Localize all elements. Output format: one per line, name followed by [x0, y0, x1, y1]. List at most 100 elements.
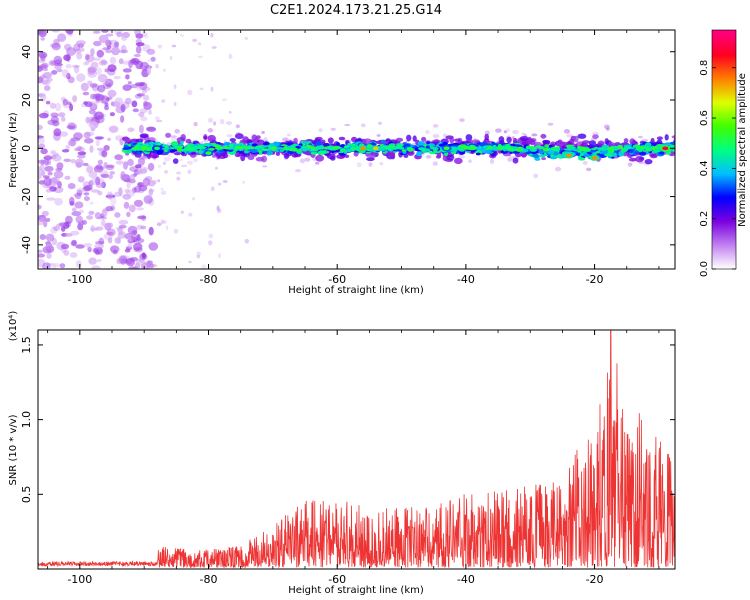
- colorbar-step: [712, 81, 736, 85]
- spectrogram-cell: [604, 153, 612, 157]
- spectrogram-cell: [595, 150, 601, 154]
- spectrogram-cell: [521, 132, 526, 135]
- spectrogram-cell: [137, 215, 147, 220]
- spectrogram-cell: [107, 222, 114, 228]
- spectrogram-cell: [229, 138, 236, 142]
- spectrogram-cell: [574, 152, 581, 156]
- spectrogram-cell: [180, 140, 184, 145]
- y-tick-label: 1.5: [20, 336, 33, 354]
- colorbar-tick-label: 0.0: [699, 261, 710, 277]
- spectrogram-cell: [76, 145, 83, 151]
- spectrogram-cell: [147, 59, 151, 63]
- spectrogram-cell: [74, 201, 84, 209]
- spectrogram-cell: [72, 95, 77, 103]
- spectrogram-cell: [285, 142, 293, 145]
- spectrogram-cell: [406, 147, 415, 151]
- colorbar-step: [712, 157, 736, 161]
- spectrogram-cell: [669, 141, 675, 145]
- spectrogram-cell: [449, 137, 455, 144]
- spectrogram-cell: [147, 162, 155, 172]
- spectrogram-cell: [432, 147, 439, 151]
- spectrogram-cell: [519, 136, 529, 141]
- spectrogram-cell: [40, 75, 49, 85]
- spectrogram-cell: [527, 138, 533, 145]
- spectrogram-cell: [638, 151, 647, 156]
- spectrogram-cell: [555, 147, 561, 152]
- spectrogram-cell: [70, 159, 76, 164]
- spectrogram-cell: [160, 190, 167, 195]
- spectrogram-cell: [75, 158, 84, 168]
- spectrogram-cell: [148, 109, 152, 115]
- spectrogram-cell: [122, 84, 132, 91]
- spectrogram-cell: [299, 158, 305, 164]
- spectrogram-cell: [644, 142, 652, 148]
- spectrogram-cell: [83, 184, 93, 191]
- spectrogram-cell: [540, 133, 547, 139]
- spectrogram-cell: [38, 76, 44, 84]
- spectrogram-cell: [369, 154, 377, 158]
- spectrogram-cell: [88, 210, 95, 215]
- spectrogram-cell: [123, 161, 128, 170]
- spectrogram-cell: [42, 262, 51, 269]
- colorbar-step: [712, 231, 736, 234]
- spectrogram-cell: [142, 177, 150, 187]
- spectrogram-cell: [76, 40, 86, 46]
- spectrogram-cell: [140, 225, 147, 230]
- spectrogram-cell: [360, 123, 366, 128]
- spectrogram-cell: [638, 135, 643, 139]
- spectrogram-cell: [127, 242, 133, 249]
- spectrogram-cell: [531, 133, 538, 137]
- spectrogram-cell: [95, 67, 102, 75]
- spectrogram-cell: [62, 98, 68, 106]
- spectrogram-cell: [40, 159, 45, 166]
- spectrogram-cell: [61, 149, 70, 153]
- spectrogram-cell: [148, 242, 159, 251]
- spectrogram-cell: [220, 118, 225, 125]
- spectrogram-cell: [82, 91, 90, 96]
- spectrogram-cell: [45, 242, 53, 250]
- spectrogram-cell: [207, 134, 216, 142]
- spectrogram-cell: [86, 131, 95, 137]
- spectrogram-cell: [38, 258, 46, 268]
- spectrogram-cell: [58, 222, 67, 227]
- spectrogram-cell: [84, 101, 93, 108]
- spectrogram-cell: [175, 171, 182, 175]
- colorbar-step: [712, 135, 736, 139]
- colorbar-step: [712, 73, 736, 77]
- spectrogram-cell: [497, 145, 505, 149]
- spectrogram-cell: [235, 124, 240, 129]
- colorbar-step: [712, 225, 736, 228]
- spectrogram-cell: [41, 62, 49, 69]
- spectrogram-cell: [101, 150, 108, 158]
- spectrogram-cell: [49, 177, 58, 187]
- colorbar-step: [712, 237, 736, 240]
- spectrogram-cell: [149, 188, 155, 193]
- spectrogram-cell: [272, 141, 280, 147]
- spectrogram-cell: [128, 237, 134, 242]
- spectrogram-cell: [38, 112, 49, 119]
- figure-title: C2E1.2024.173.21.25.G14: [270, 3, 442, 18]
- spectrogram-cell: [153, 180, 157, 185]
- spectrogram-cell: [432, 161, 438, 166]
- spectrogram-cell: [588, 140, 597, 146]
- spectrogram-cell: [125, 138, 131, 142]
- spectrogram-cell: [234, 145, 243, 150]
- spectrogram-cell: [127, 158, 134, 167]
- spectrogram-cell: [198, 55, 203, 58]
- colorbar-step: [712, 113, 736, 117]
- spectrogram-cell: [676, 143, 680, 148]
- spectrogram-cell: [395, 137, 404, 142]
- spectrogram-cell: [583, 153, 590, 158]
- spectrogram-cell: [259, 146, 265, 149]
- spectrogram-cell: [148, 198, 155, 206]
- spectrogram-cell: [180, 210, 184, 214]
- spectrogram-cell: [165, 132, 172, 138]
- spectrogram-cell: [122, 68, 132, 73]
- spectrogram-cell: [226, 134, 233, 138]
- spectrogram-cell: [197, 145, 205, 150]
- spectrogram-cell: [138, 111, 145, 118]
- spectrogram-cell: [123, 201, 130, 209]
- colorbar-step: [712, 85, 736, 89]
- spectrogram-cell: [45, 188, 53, 193]
